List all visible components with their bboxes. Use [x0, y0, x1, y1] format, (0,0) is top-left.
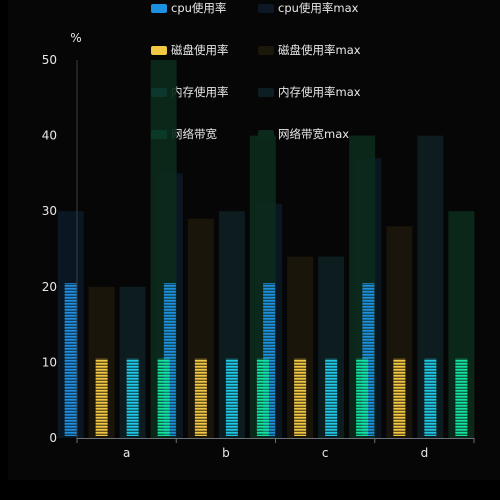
bars-layer — [64, 283, 468, 436]
legend-swatch — [258, 4, 274, 13]
legend-label: 内存使用率max — [278, 85, 361, 99]
bar-1-a[interactable] — [95, 358, 108, 436]
x-tick-label: b — [222, 446, 230, 460]
bar-2-a[interactable] — [126, 358, 139, 436]
chart-container: cpu使用率 cpu使用率max 磁盘使用率 磁盘使用率max 内存使用率 内存使用率ma… — [8, 0, 500, 480]
legend-label: 磁盘使用率max — [278, 43, 361, 57]
y-tick-label: 0 — [49, 431, 57, 445]
y-tick-label: 20 — [42, 280, 57, 294]
bar-1-d[interactable] — [393, 358, 406, 436]
legend: cpu使用率 cpu使用率max 磁盘使用率 磁盘使用率max 内存使用率 内存使用率ma… — [151, 1, 361, 141]
legend-label: cpu使用率 — [171, 1, 226, 15]
bar-3-a[interactable] — [157, 358, 170, 436]
bar-1-c[interactable] — [294, 358, 307, 436]
legend-swatch — [258, 88, 274, 97]
x-tick-label: c — [322, 446, 329, 460]
bar-3-c[interactable] — [356, 358, 369, 436]
legend-swatch — [258, 46, 274, 55]
axes-layer: 0 10 20 30 40 50% a b c d — [42, 31, 475, 460]
y-unit-label: % — [70, 31, 81, 45]
legend-label: 磁盘使用率 — [171, 43, 229, 57]
x-tick-label: d — [421, 446, 429, 460]
legend-label: 内存使用率 — [171, 85, 229, 99]
legend-item[interactable]: 内存使用率max — [258, 85, 361, 99]
y-tick-label: 40 — [42, 129, 57, 143]
legend-item[interactable]: 磁盘使用率 — [151, 43, 229, 57]
bar-chart: cpu使用率 cpu使用率max 磁盘使用率 磁盘使用率max 内存使用率 内存使用率ma… — [42, 1, 475, 460]
bar-3-d[interactable] — [455, 358, 468, 436]
y-tick-label: 10 — [42, 355, 57, 369]
legend-label: 网络带宽 — [171, 127, 217, 141]
bar-2-b[interactable] — [225, 358, 238, 436]
legend-swatch — [151, 46, 167, 55]
bar-0-a[interactable] — [64, 283, 77, 436]
x-tick-label: a — [123, 446, 130, 460]
bar-2-c[interactable] — [325, 358, 338, 436]
legend-label: cpu使用率max — [278, 1, 359, 15]
bar-2-d[interactable] — [424, 358, 437, 436]
y-tick-label: 50 — [42, 53, 57, 67]
legend-item[interactable]: cpu使用率max — [258, 1, 359, 15]
y-tick-label: 30 — [42, 204, 57, 218]
legend-label: 网络带宽max — [278, 127, 349, 141]
legend-item[interactable]: cpu使用率 — [151, 1, 226, 15]
bar-3-b[interactable] — [256, 358, 269, 436]
bar-1-b[interactable] — [194, 358, 207, 436]
legend-swatch — [151, 4, 167, 13]
legend-item[interactable]: 磁盘使用率max — [258, 43, 361, 57]
